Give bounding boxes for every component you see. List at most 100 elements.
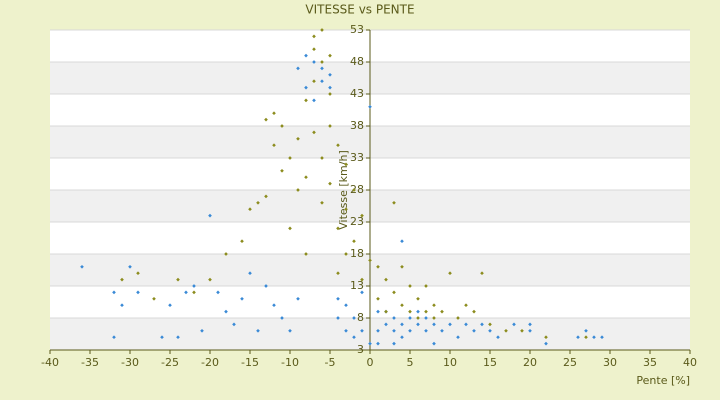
- scatter-point: [328, 72, 332, 77]
- scatter-point: [416, 296, 420, 301]
- x-tick-label: -25: [161, 356, 179, 369]
- scatter-point: [256, 328, 260, 333]
- scatter-point: [176, 277, 180, 282]
- scatter-point: [296, 66, 300, 71]
- scatter-point: [312, 34, 316, 39]
- scatter-point: [208, 213, 212, 218]
- scatter-point: [408, 284, 412, 288]
- scatter-point: [400, 303, 404, 308]
- scatter-point: [344, 207, 348, 212]
- scatter-point: [528, 328, 532, 333]
- scatter-point: [256, 200, 260, 205]
- chart-title: VITESSE vs PENTE: [305, 3, 414, 17]
- scatter-point: [480, 322, 484, 327]
- scatter-point: [416, 309, 420, 314]
- scatter-point: [176, 335, 180, 340]
- x-tick-label: 30: [603, 356, 617, 369]
- scatter-point: [400, 264, 404, 269]
- scatter-point: [384, 277, 388, 282]
- scatter-point: [248, 271, 252, 276]
- scatter-point: [392, 200, 396, 205]
- x-tick-label: -15: [241, 356, 259, 369]
- scatter-point: [528, 322, 532, 327]
- scatter-point: [376, 296, 380, 301]
- scatter-point: [240, 296, 244, 301]
- scatter-point: [304, 98, 308, 103]
- scatter-point: [464, 322, 468, 327]
- scatter-point: [520, 328, 524, 333]
- scatter-point: [328, 181, 332, 186]
- scatter-point: [432, 303, 436, 308]
- scatter-point: [600, 335, 604, 340]
- scatter-point: [128, 264, 132, 269]
- scatter-point: [352, 335, 356, 340]
- x-tick-label: 0: [367, 356, 374, 369]
- scatter-point: [448, 322, 452, 327]
- scatter-point: [320, 156, 324, 160]
- scatter-point: [336, 143, 340, 148]
- x-tick-label: 10: [443, 356, 457, 369]
- scatter-point: [224, 252, 228, 256]
- scatter-point: [592, 335, 596, 340]
- scatter-point: [280, 168, 284, 173]
- scatter-point: [280, 124, 284, 128]
- y-tick-label: 18: [350, 247, 364, 260]
- scatter-point: [424, 328, 428, 333]
- scatter-point: [224, 309, 228, 314]
- scatter-point: [472, 328, 476, 333]
- scatter-point: [400, 239, 404, 244]
- scatter-point: [360, 290, 364, 295]
- scatter-point: [304, 175, 308, 180]
- scatter-point: [272, 303, 276, 308]
- scatter-point: [360, 277, 364, 282]
- x-tick-label: -35: [81, 356, 99, 369]
- scatter-point: [456, 316, 460, 320]
- scatter-point: [280, 316, 284, 320]
- scatter-point: [480, 271, 484, 276]
- scatter-point: [368, 104, 372, 109]
- scatter-point: [352, 239, 356, 244]
- scatter-point: [336, 296, 340, 301]
- x-tick-label: 20: [523, 356, 537, 369]
- scatter-point: [544, 335, 548, 340]
- scatter-point: [344, 252, 348, 256]
- scatter-point: [512, 322, 516, 327]
- scatter-point: [584, 328, 588, 333]
- scatter-point: [232, 322, 236, 327]
- scatter-point: [408, 309, 412, 314]
- scatter-point: [312, 130, 316, 135]
- scatter-point: [440, 309, 444, 314]
- y-tick-label: 23: [350, 215, 364, 228]
- scatter-point: [416, 322, 420, 327]
- scatter-point: [368, 258, 372, 263]
- scatter-point: [184, 290, 188, 295]
- scatter-point: [328, 124, 332, 128]
- scatter-point: [424, 316, 428, 320]
- scatter-point: [160, 335, 164, 340]
- scatter-point: [416, 316, 420, 320]
- scatter-point: [288, 156, 292, 160]
- scatter-point: [544, 341, 548, 346]
- scatter-point: [496, 335, 500, 340]
- scatter-point: [432, 316, 436, 320]
- scatter-point: [136, 271, 140, 276]
- scatter-point: [240, 239, 244, 244]
- scatter-point: [376, 309, 380, 314]
- x-tick-label: 35: [643, 356, 657, 369]
- scatter-point: [120, 277, 124, 282]
- x-tick-label: -20: [201, 356, 219, 369]
- scatter-point: [440, 328, 444, 333]
- scatter-point: [504, 328, 508, 333]
- scatter-point: [584, 335, 588, 340]
- scatter-point: [312, 98, 316, 103]
- scatter-point: [408, 328, 412, 333]
- scatter-point: [392, 341, 396, 346]
- y-axis-label: Vitesse [km/h]: [337, 150, 350, 230]
- y-tick-label: 13: [350, 279, 364, 292]
- scatter-point: [488, 322, 492, 327]
- x-tick-label: 40: [683, 356, 697, 369]
- x-tick-label: 15: [483, 356, 497, 369]
- scatter-point: [296, 296, 300, 301]
- scatter-point: [328, 92, 332, 96]
